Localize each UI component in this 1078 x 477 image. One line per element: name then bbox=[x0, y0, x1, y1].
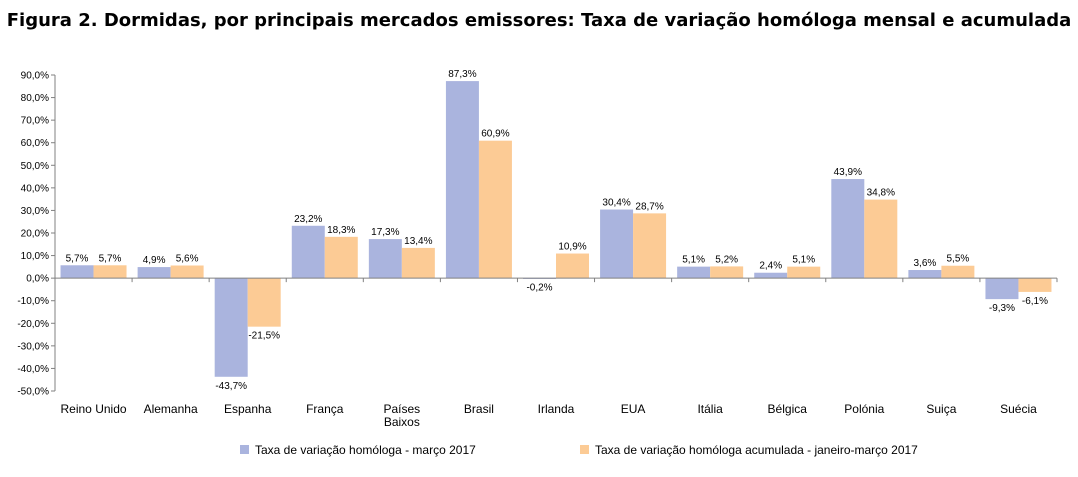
category-label: Reino Unido bbox=[61, 402, 127, 416]
category-label: EUA bbox=[621, 402, 646, 416]
data-label-monthly: 23,2% bbox=[294, 214, 322, 225]
data-label-monthly: 43,9% bbox=[834, 167, 862, 178]
data-label-cumulative: -6,1% bbox=[1022, 296, 1048, 307]
data-label-cumulative: 5,7% bbox=[99, 253, 122, 264]
data-label-cumulative: -21,5% bbox=[248, 331, 280, 342]
y-tick-label: 80,0% bbox=[21, 93, 49, 104]
bar-cumulative bbox=[247, 278, 281, 327]
data-label-monthly: -43,7% bbox=[215, 381, 247, 392]
category-label: Suiça bbox=[926, 402, 956, 416]
data-label-cumulative: 18,3% bbox=[327, 225, 355, 236]
data-label-monthly: 5,7% bbox=[66, 253, 89, 264]
bar-monthly bbox=[137, 267, 171, 279]
legend-swatch-monthly bbox=[240, 445, 249, 454]
bar-cumulative bbox=[787, 266, 821, 279]
data-label-cumulative: 5,6% bbox=[176, 254, 199, 265]
y-tick-label: -20,0% bbox=[17, 319, 49, 330]
data-label-cumulative: 60,9% bbox=[481, 129, 509, 140]
data-label-cumulative: 13,4% bbox=[404, 236, 432, 247]
category-label: Espanha bbox=[224, 402, 272, 416]
data-label-monthly: 5,1% bbox=[682, 255, 705, 266]
data-label-monthly: 17,3% bbox=[371, 227, 399, 238]
y-tick-label: -10,0% bbox=[17, 296, 49, 307]
bar-cumulative bbox=[710, 266, 744, 279]
bar-cumulative bbox=[941, 265, 975, 279]
data-label-monthly: 3,6% bbox=[913, 258, 936, 269]
data-label-cumulative: 10,9% bbox=[558, 242, 586, 253]
bar-monthly bbox=[445, 81, 479, 279]
chart-title: Figura 2. Dormidas, por principais merca… bbox=[6, 10, 1072, 31]
data-label-monthly: -0,2% bbox=[526, 283, 552, 294]
y-tick-label: -30,0% bbox=[17, 341, 49, 352]
bar-cumulative bbox=[478, 140, 512, 279]
bar-monthly bbox=[600, 209, 634, 279]
y-tick-label: 60,0% bbox=[21, 138, 49, 149]
data-label-cumulative: 28,7% bbox=[635, 201, 663, 212]
bar-monthly bbox=[754, 272, 788, 279]
bar-monthly bbox=[677, 266, 711, 279]
data-label-monthly: -9,3% bbox=[989, 303, 1015, 314]
bar-cumulative bbox=[93, 265, 127, 279]
legend-label-cumulative: Taxa de variação homóloga acumulada - ja… bbox=[595, 443, 918, 457]
y-tick-label: 30,0% bbox=[21, 206, 49, 217]
bar-cumulative bbox=[1018, 278, 1052, 292]
bar-cumulative bbox=[556, 253, 589, 279]
category-label: Alemanha bbox=[144, 402, 198, 416]
y-tick-label: 90,0% bbox=[21, 71, 49, 82]
data-label-monthly: 2,4% bbox=[759, 261, 782, 272]
bar-monthly bbox=[831, 179, 865, 279]
data-label-cumulative: 5,2% bbox=[715, 254, 738, 265]
category-label: Brasil bbox=[464, 402, 494, 416]
bar-cumulative bbox=[633, 213, 667, 279]
y-tick-label: 70,0% bbox=[21, 116, 49, 127]
bar-cumulative bbox=[324, 236, 358, 279]
y-tick-label: -50,0% bbox=[17, 387, 49, 398]
y-tick-label: 0,0% bbox=[26, 274, 49, 285]
data-label-cumulative: 5,1% bbox=[792, 255, 815, 266]
category-label: Irlanda bbox=[538, 402, 575, 416]
bar-monthly bbox=[291, 225, 325, 279]
y-tick-label: -40,0% bbox=[17, 364, 49, 375]
bar-monthly bbox=[985, 278, 1019, 300]
data-label-monthly: 30,4% bbox=[602, 198, 630, 209]
category-label: Suécia bbox=[1000, 402, 1037, 416]
category-label: Bélgica bbox=[768, 402, 808, 416]
legend-swatch-cumulative bbox=[580, 445, 589, 454]
y-tick-label: 40,0% bbox=[21, 183, 49, 194]
y-tick-label: 10,0% bbox=[21, 251, 49, 262]
data-label-cumulative: 34,8% bbox=[867, 188, 895, 199]
bar-cumulative bbox=[864, 199, 898, 279]
bar-monthly bbox=[60, 265, 94, 279]
y-tick-label: 50,0% bbox=[21, 161, 49, 172]
legend-label-monthly: Taxa de variação homóloga - março 2017 bbox=[255, 443, 476, 457]
category-label: Países Baixos bbox=[384, 402, 421, 429]
category-label: França bbox=[306, 402, 344, 416]
category-label: Polónia bbox=[844, 402, 884, 416]
data-label-monthly: 87,3% bbox=[448, 69, 476, 80]
data-label-monthly: 4,9% bbox=[143, 255, 166, 266]
bar-monthly bbox=[368, 239, 402, 279]
data-label-cumulative: 5,5% bbox=[946, 254, 969, 265]
bar-cumulative bbox=[170, 265, 204, 279]
y-tick-label: 20,0% bbox=[21, 229, 49, 240]
bar-cumulative bbox=[401, 247, 435, 279]
bar-monthly bbox=[908, 270, 942, 279]
bar-monthly bbox=[214, 278, 248, 377]
category-label: Itália bbox=[697, 402, 723, 416]
